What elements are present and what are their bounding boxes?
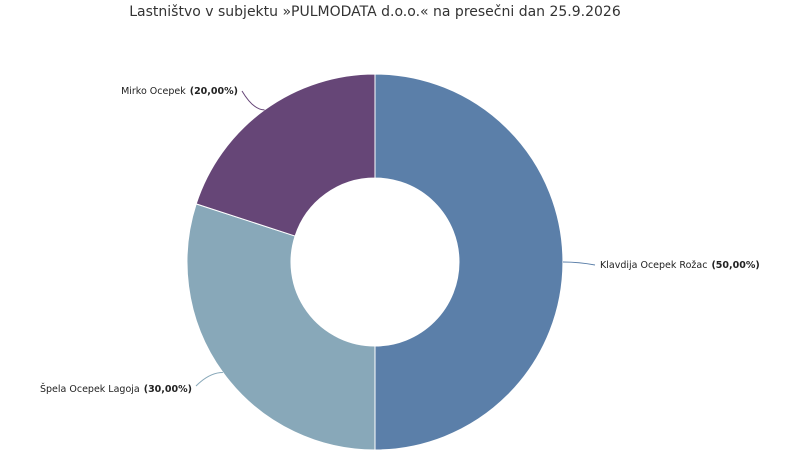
donut-slice	[195, 73, 376, 237]
slice-value-label: (20,00%)	[190, 86, 238, 97]
slice-name: Mirko Ocepek	[121, 86, 186, 97]
slice-label: Mirko Ocepek (20,00%)	[121, 86, 238, 97]
chart-title: Lastništvo v subjektu »PULMODATA d.o.o.«…	[129, 4, 621, 20]
donut-slice	[186, 203, 376, 451]
slice-label: Špela Ocepek Lagoja (30,00%)	[40, 383, 192, 395]
slice-value-label: (50,00%)	[711, 260, 759, 271]
label-connector	[195, 372, 223, 387]
label-connector	[241, 90, 265, 111]
label-connector	[562, 261, 596, 266]
slice-label: Klavdija Ocepek Rožac (50,00%)	[600, 260, 760, 271]
slice-value-label: (30,00%)	[144, 384, 192, 395]
slice-name: Špela Ocepek Lagoja	[40, 383, 140, 395]
slice-name: Klavdija Ocepek Rožac	[600, 260, 707, 271]
donut-slice	[374, 73, 564, 451]
